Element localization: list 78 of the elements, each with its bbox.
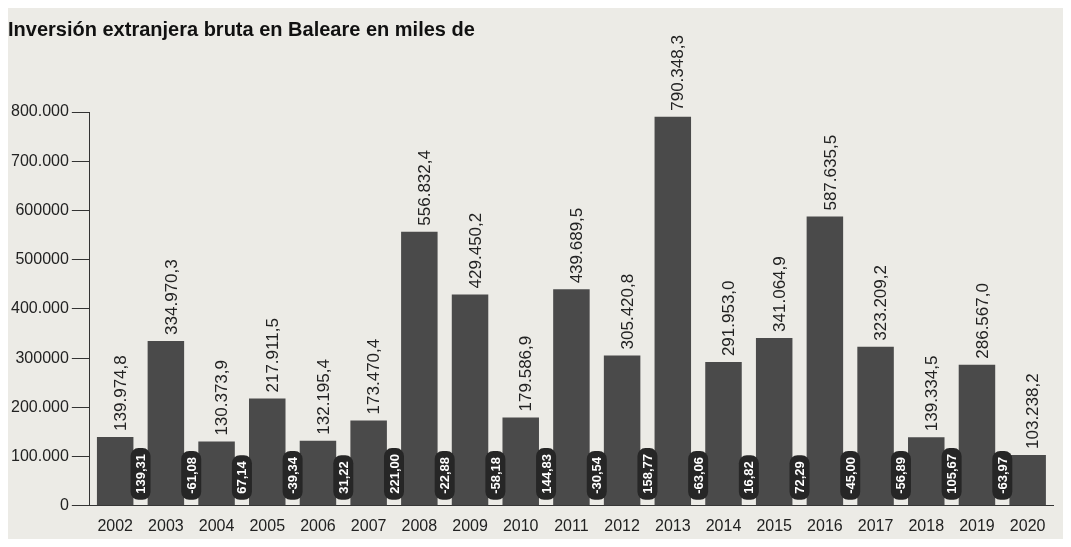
x-tick-label: 2005 [249, 516, 286, 534]
y-tick-label: 700.000 [10, 151, 69, 169]
data-label: 334.970,3 [161, 259, 181, 335]
bar [705, 362, 742, 506]
y-tick-label: 600000 [15, 200, 69, 218]
y-tick-label: 500000 [15, 250, 69, 268]
annotation: -58,18 [487, 456, 503, 494]
data-label: 103.238,2 [1023, 373, 1043, 449]
annotation: -61,08 [183, 456, 199, 494]
x-tick-label: 2004 [198, 516, 235, 534]
data-label: 130.373,9 [212, 359, 232, 436]
x-tick-label: 2006 [300, 516, 336, 534]
bar [451, 294, 489, 506]
annotation: 144,83 [538, 454, 554, 494]
annotation: 16,82 [741, 461, 757, 494]
data-label: 439.689,5 [567, 207, 587, 284]
data-label: 173.470,4 [364, 338, 384, 415]
data-label: 305.420,8 [617, 273, 637, 350]
annotation: 67,14 [234, 460, 250, 494]
annotation: 158,77 [640, 454, 656, 494]
data-label: 217.911,5 [262, 318, 282, 393]
annotation: 139,31 [133, 454, 149, 494]
bar [249, 398, 286, 506]
bar [806, 216, 844, 506]
x-tick-label: 2010 [502, 516, 539, 534]
data-label: 132.195,4 [313, 359, 333, 435]
x-tick-label: 2008 [401, 516, 438, 534]
bar [401, 231, 438, 506]
data-label: 286.567,0 [972, 283, 992, 359]
annotation: -56,89 [893, 456, 909, 494]
bar [755, 337, 793, 506]
y-tick-label: 300000 [15, 348, 69, 366]
x-tick-label: 2020 [1009, 516, 1046, 534]
annotation: 105,67 [944, 454, 960, 494]
data-label: 341.064,9 [769, 256, 789, 332]
annotation: -63,06 [690, 456, 706, 494]
bar [958, 364, 996, 506]
data-label: 139.334,5 [921, 355, 941, 432]
y-tick-label: 200.000 [10, 397, 69, 415]
chart-title: Inversión extranjera bruta en Baleare en miles de [8, 17, 475, 40]
x-tick-label: 2007 [350, 516, 387, 534]
annotation: -63,97 [994, 456, 1010, 494]
annotation: 72,29 [792, 461, 808, 494]
bar [147, 340, 185, 506]
x-tick-label: 2012 [604, 516, 641, 534]
y-tick-label: 400.000 [10, 299, 69, 317]
y-tick-label: 800.000 [10, 102, 69, 120]
x-tick-label: 2013 [655, 516, 691, 534]
x-tick-label: 2011 [554, 516, 589, 534]
x-tick-label: 2016 [807, 516, 843, 534]
bar [857, 346, 894, 506]
y-tick-label: 0 [59, 496, 69, 514]
x-tick-label: 2002 [97, 516, 134, 534]
annotation: 31,22 [335, 461, 351, 494]
data-label: 587.635,5 [820, 134, 840, 211]
data-label: 179.586,9 [516, 335, 536, 412]
bar [654, 116, 692, 506]
x-tick-label: 2003 [148, 516, 184, 534]
data-label: 291.953,0 [719, 280, 739, 357]
bar [553, 289, 590, 506]
data-label: 139.974,8 [110, 355, 130, 431]
data-label: 429.450,2 [465, 212, 485, 289]
x-tick-label: 2019 [959, 516, 995, 534]
x-tick-label: 2017 [857, 516, 894, 534]
annotation: -45,00 [842, 456, 858, 494]
annotation: -30,54 [589, 456, 605, 494]
x-tick-label: 2018 [908, 516, 945, 534]
data-label: 556.832,4 [415, 150, 435, 226]
x-tick-label: 2014 [705, 516, 742, 534]
annotation: -22,88 [437, 456, 453, 494]
x-tick-label: 2009 [452, 516, 488, 534]
y-tick-label: 100.000 [10, 446, 69, 464]
data-label: 323.209,2 [871, 265, 891, 341]
bar [603, 355, 641, 506]
data-label: 790.348,3 [668, 35, 688, 111]
annotation: -39,34 [285, 456, 301, 494]
x-tick-label: 2015 [756, 516, 793, 534]
annotation: 221,00 [386, 454, 402, 494]
